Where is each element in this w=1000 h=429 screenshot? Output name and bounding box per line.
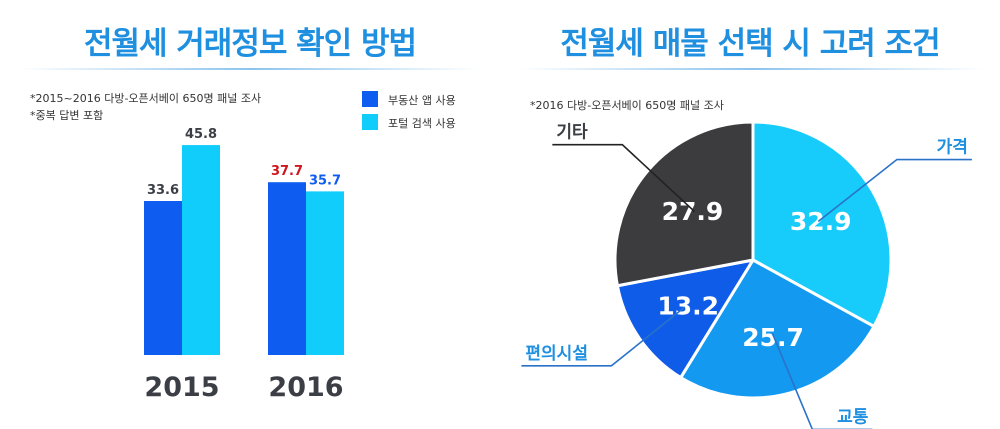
bar-chart: 33.6 45.8 2015 37.7 35.7 2016 [144,127,344,403]
pie-callout-line [552,143,696,213]
right-panel: 전월세 매물 선택 시 고려 조건 *2016 다방-오픈서베이 650명 패널… [500,0,1000,429]
bar-value-label: 37.7 [271,164,303,179]
pie-slice-4 [613,120,755,288]
legend-label-portal: 포털 검색 사용 [388,117,456,130]
category-label-2016: 2016 [268,372,343,403]
pie-callout-line [771,333,873,429]
left-title-divider [20,68,480,70]
bar-2015-1 [144,201,182,355]
left-panel: 전월세 거래정보 확인 방법 *2015~2016 다방-오픈서베이 650명 … [20,26,480,403]
right-title-divider [520,68,985,70]
pie-callout-line [817,158,972,222]
right-chart-title: 전월세 매물 선택 시 고려 조건 [560,26,940,62]
pie-value-label: 32.9 [790,207,852,236]
bar-value-label: 35.7 [309,173,341,188]
duplicate-answer-note: *중복 답변 포함 [30,109,104,122]
bar-value-label: 45.8 [185,127,217,142]
pie-value-label: 13.2 [657,292,719,321]
bar-2015-2 [182,145,220,355]
pie-category-label: 기타 [556,123,588,143]
pie-survey-note: *2016 다방-오픈서베이 650명 패널 조사 [530,99,724,112]
pie-value-label: 25.7 [742,323,804,352]
legend-label-app: 부동산 앱 사용 [388,94,456,107]
pie-category-label: 편의시설 [525,344,588,364]
legend-swatch-portal [362,114,378,130]
bar-value-label: 33.6 [147,183,179,198]
pie-slice-2 [679,258,876,400]
category-label-2015: 2015 [144,372,219,403]
bar-2016-2 [306,191,344,355]
pie-slice-1 [751,120,893,328]
pie-callout-line [521,306,686,367]
left-chart-title: 전월세 거래정보 확인 방법 [83,26,417,62]
bar-2016-1 [268,182,306,355]
survey-note: *2015~2016 다방-오픈서베이 650명 패널 조사 [30,92,262,105]
pie-value-label: 27.9 [662,197,724,226]
pie-chart: 32.9 가격 25.7 교통 13.2 편의시설 27.9 기타 [521,120,972,429]
pie-slice-3 [615,258,755,380]
legend-swatch-app [362,91,378,107]
pie-category-label: 가격 [937,138,968,158]
pie-category-label: 교통 [837,407,869,427]
